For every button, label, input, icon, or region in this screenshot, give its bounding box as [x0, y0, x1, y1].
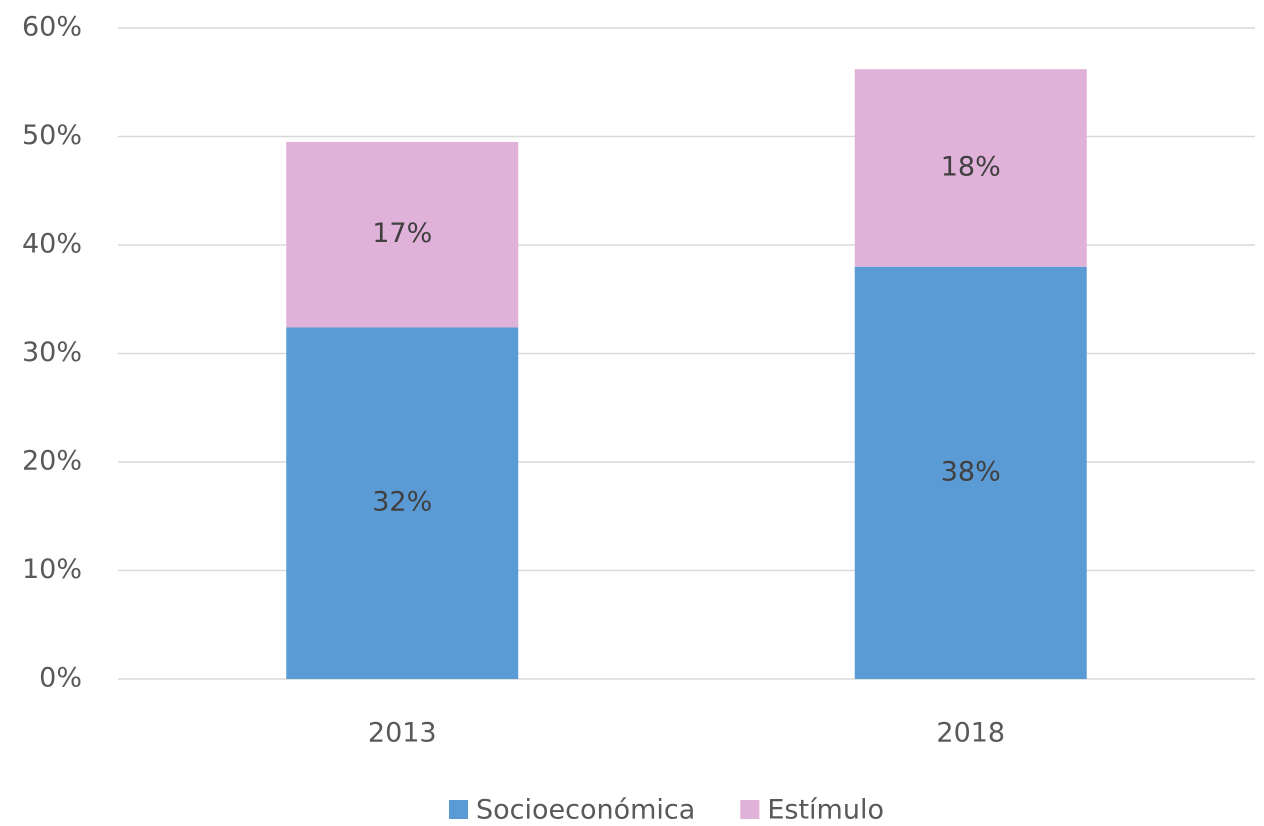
- bar-segment: [854, 69, 1087, 267]
- legend-swatch: [740, 800, 760, 819]
- y-tick-label: 60%: [22, 12, 82, 43]
- x-tick-label: 2018: [936, 718, 1005, 749]
- y-tick-label: 10%: [22, 554, 82, 585]
- y-tick-label: 40%: [22, 229, 82, 260]
- legend-label: Estímulo: [767, 795, 884, 826]
- bar-segment: [286, 141, 519, 328]
- y-tick-label: 20%: [22, 446, 82, 477]
- data-label: 17%: [372, 218, 432, 249]
- y-tick-label: 30%: [22, 337, 82, 368]
- bar-segment: [854, 266, 1087, 679]
- legend-swatch: [449, 800, 469, 819]
- y-tick-label: 0%: [39, 663, 82, 694]
- legend-label: Socioeconómica: [476, 795, 695, 826]
- data-label: 38%: [941, 456, 1001, 487]
- bar-segment: [286, 327, 519, 679]
- y-tick-label: 50%: [22, 120, 82, 151]
- data-label: 32%: [372, 487, 432, 518]
- data-label: 18%: [941, 151, 1001, 182]
- x-tick-label: 2013: [368, 718, 437, 749]
